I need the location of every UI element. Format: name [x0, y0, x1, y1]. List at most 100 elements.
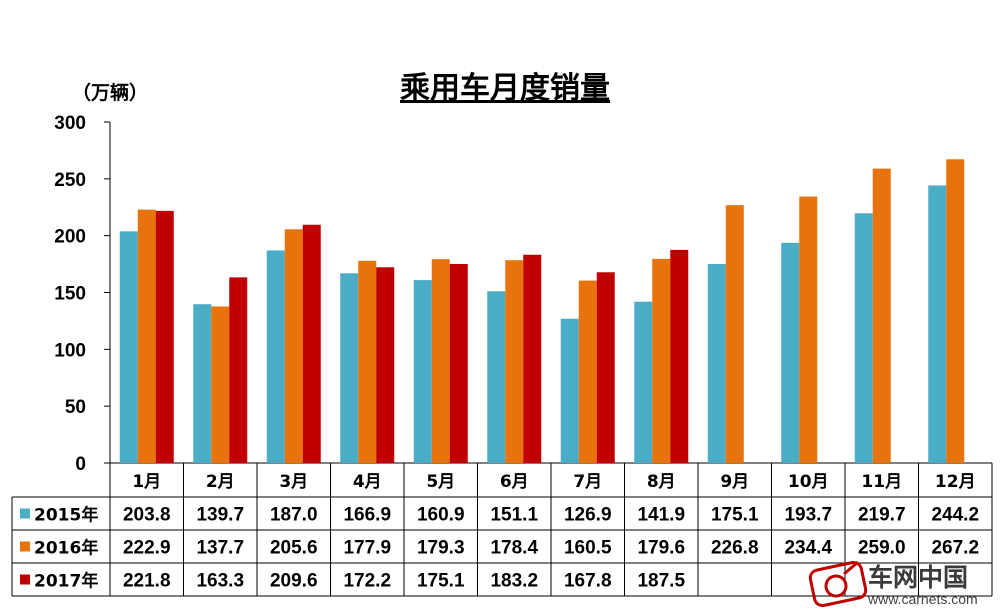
data-label: 179.3 [417, 538, 465, 559]
category-labels: 1月 2月 3月 4月 5月 6月 7月 8月 9月 10月 11月 12月 [132, 472, 975, 492]
bar [302, 224, 321, 463]
bar [119, 231, 138, 463]
data-label: 177.9 [343, 538, 391, 559]
y-tick-label: 0 [75, 454, 86, 475]
data-label: 163.3 [196, 571, 244, 592]
data-label: 244.2 [931, 505, 979, 526]
y-tick-label: 150 [54, 284, 86, 305]
bar [358, 260, 377, 463]
data-label: 179.6 [637, 538, 685, 559]
bar [634, 301, 653, 463]
bars [119, 159, 965, 464]
bar [560, 318, 579, 463]
category-label: 10月 [788, 472, 829, 492]
bar [725, 205, 744, 464]
data-label: 234.4 [784, 538, 832, 559]
data-label: 160.5 [564, 538, 612, 559]
watermark-text: 车网中国 [868, 563, 968, 592]
legend-label: 2017年 [34, 571, 98, 592]
data-label: 166.9 [343, 505, 391, 526]
bar [652, 258, 671, 463]
category-label: 4月 [353, 472, 382, 492]
bar [431, 259, 450, 463]
data-label: 205.6 [270, 538, 318, 559]
bar [707, 263, 726, 463]
data-label: 183.2 [490, 571, 538, 592]
bar [340, 273, 359, 463]
category-label: 6月 [500, 472, 529, 492]
carnets-logo-icon [808, 560, 868, 608]
data-label: 175.1 [417, 571, 465, 592]
bar [376, 267, 395, 463]
bar [229, 277, 248, 463]
data-label: 203.8 [123, 505, 171, 526]
table-grid [11, 462, 993, 597]
bar [487, 291, 506, 463]
category-label: 3月 [279, 472, 308, 492]
bar [284, 229, 303, 463]
data-label: 141.9 [637, 505, 685, 526]
data-label: 137.7 [196, 538, 244, 559]
bar [854, 213, 873, 463]
data-label: 187.5 [637, 571, 685, 592]
data-label: 139.7 [196, 505, 244, 526]
bar [928, 185, 947, 463]
category-label: 2月 [206, 472, 235, 492]
watermark: 车网中国 www.carnets.com [808, 560, 978, 608]
chart-title: 乘用车月度销量 [400, 71, 610, 106]
category-label: 11月 [861, 472, 902, 492]
data-label: 222.9 [123, 538, 171, 559]
bar [449, 263, 468, 463]
data-label: 193.7 [784, 505, 832, 526]
data-label: 172.2 [343, 571, 391, 592]
bar [799, 196, 818, 463]
bar [413, 280, 432, 463]
data-label: 175.1 [711, 505, 759, 526]
bar [155, 210, 174, 463]
data-label: 151.1 [490, 505, 538, 526]
legend-key [20, 508, 30, 519]
data-label: 209.6 [270, 571, 318, 592]
y-tick-label: 300 [54, 113, 86, 134]
data-label: 226.8 [711, 538, 759, 559]
data-label: 259.0 [858, 538, 906, 559]
data-label: 126.9 [564, 505, 612, 526]
bar [505, 260, 524, 463]
data-label: 167.8 [564, 571, 612, 592]
data-label: 219.7 [858, 505, 906, 526]
bar [193, 304, 212, 463]
bar [670, 249, 689, 463]
category-label: 5月 [426, 472, 455, 492]
bar [137, 209, 156, 463]
y-tick-label: 200 [54, 227, 86, 248]
data-label: 267.2 [931, 538, 979, 559]
y-axis: 0 50 100 150 200 250 300 [54, 113, 111, 475]
watermark-url: www.carnets.com [867, 591, 978, 607]
bar [946, 159, 965, 464]
bar [872, 168, 891, 463]
y-axis-unit-label: （万辆） [72, 81, 148, 104]
bar [266, 250, 285, 463]
category-label: 1月 [132, 472, 161, 492]
bar [211, 306, 230, 463]
bar [781, 242, 800, 463]
bar [578, 280, 597, 463]
data-label: 160.9 [417, 505, 465, 526]
legend-key [20, 541, 30, 552]
y-tick-label: 100 [54, 340, 86, 361]
y-tick-label: 250 [54, 170, 86, 191]
data-table: 2015年 203.8 139.7 187.0 166.9 160.9 151.1 126.9… [20, 505, 979, 592]
category-label: 9月 [720, 472, 749, 492]
data-label: 187.0 [270, 505, 318, 526]
legend-label: 2015年 [34, 505, 98, 526]
y-tick-label: 50 [65, 397, 86, 418]
data-label: 221.8 [123, 571, 171, 592]
category-label: 7月 [573, 472, 602, 492]
bar [596, 272, 615, 463]
category-label: 12月 [935, 472, 976, 492]
legend-key [20, 574, 30, 585]
data-label: 178.4 [490, 538, 538, 559]
category-label: 8月 [647, 472, 676, 492]
bar [523, 254, 542, 463]
